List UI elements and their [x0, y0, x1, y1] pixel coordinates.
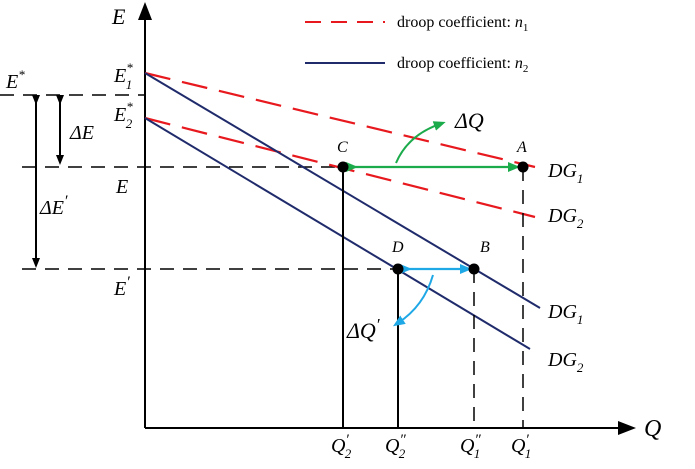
- q1-double-prime-label: Q″ 1: [460, 432, 481, 461]
- navy-dg2-line: [144, 117, 531, 350]
- point-b-label: B: [480, 239, 490, 256]
- delta-q-prime-label: ΔQ′: [346, 315, 380, 343]
- navy-dg2-label: DG2: [547, 349, 584, 375]
- legend-item-1: droop coefficient: n1: [397, 14, 528, 34]
- q2-prime-label: Q′ 2: [331, 432, 352, 461]
- delta-q-prime-curved-arrow: [392, 274, 434, 327]
- q1-prime-label: Q′ 1: [511, 432, 531, 461]
- point-a: [517, 161, 529, 173]
- delta-e-prime-label: ΔE′: [39, 193, 68, 219]
- point-c: [337, 161, 349, 173]
- x-axis-label: Q: [644, 416, 661, 442]
- legend-item-2: droop coefficient: n2: [397, 55, 528, 75]
- point-d: [392, 263, 404, 275]
- x-axis-arrowhead: [618, 421, 636, 435]
- y-axis-arrowhead: [138, 2, 152, 20]
- e1-star-label: E* 1: [113, 60, 133, 92]
- red-dg2-label: DG2: [547, 205, 584, 231]
- delta-q-curved-arrow: [395, 121, 446, 164]
- q2-double-prime-label: Q″ 2: [385, 432, 406, 461]
- e-prime-label: E′: [113, 274, 130, 300]
- e-label: E: [115, 176, 128, 198]
- point-c-label: C: [337, 139, 348, 156]
- point-d-label: D: [391, 239, 404, 256]
- e2-star-label: E* 2: [113, 99, 133, 131]
- red-dg1-label: DG1: [547, 160, 583, 186]
- delta-q-label: ΔQ: [454, 108, 484, 133]
- delta-e-label: ΔE: [69, 122, 94, 144]
- red-dg1-line: [144, 71, 536, 169]
- point-a-label: A: [516, 139, 527, 156]
- navy-dg1-label: DG1: [547, 301, 583, 327]
- e-star-label: E*: [5, 67, 25, 93]
- point-b: [468, 263, 480, 275]
- y-axis-label: E: [111, 4, 126, 29]
